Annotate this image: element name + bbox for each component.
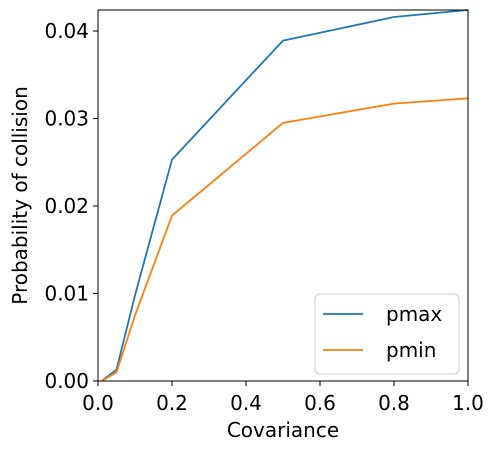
x-axis-label: Covariance <box>227 418 339 442</box>
x-tick-label: 0.2 <box>156 391 188 415</box>
x-tick-label: 0.4 <box>230 391 262 415</box>
legend-label-pmax: pmax <box>386 302 442 326</box>
series-line-pmin <box>101 97 469 382</box>
y-tick-label: 0.04 <box>44 19 89 43</box>
x-tick-label: 0.0 <box>82 391 114 415</box>
x-axis-ticks: 0.0 0.2 0.4 0.6 0.8 1.0 <box>82 381 484 415</box>
y-tick-label: 0.03 <box>44 107 89 131</box>
plot-frame <box>97 9 469 382</box>
y-axis-label: Probability of collision <box>8 86 32 305</box>
x-tick-label: 0.6 <box>304 391 336 415</box>
legend-label-pmin: pmin <box>386 338 436 362</box>
y-tick-label: 0.00 <box>44 369 89 393</box>
legend: pmax pmin <box>314 293 460 375</box>
x-tick-label: 0.8 <box>378 391 410 415</box>
y-tick-label: 0.02 <box>44 194 89 218</box>
plot-series <box>101 9 469 382</box>
x-tick-label: 1.0 <box>452 391 484 415</box>
y-tick-label: 0.01 <box>44 282 89 306</box>
y-axis-ticks: 0.00 0.01 0.02 0.03 0.04 <box>44 19 98 393</box>
